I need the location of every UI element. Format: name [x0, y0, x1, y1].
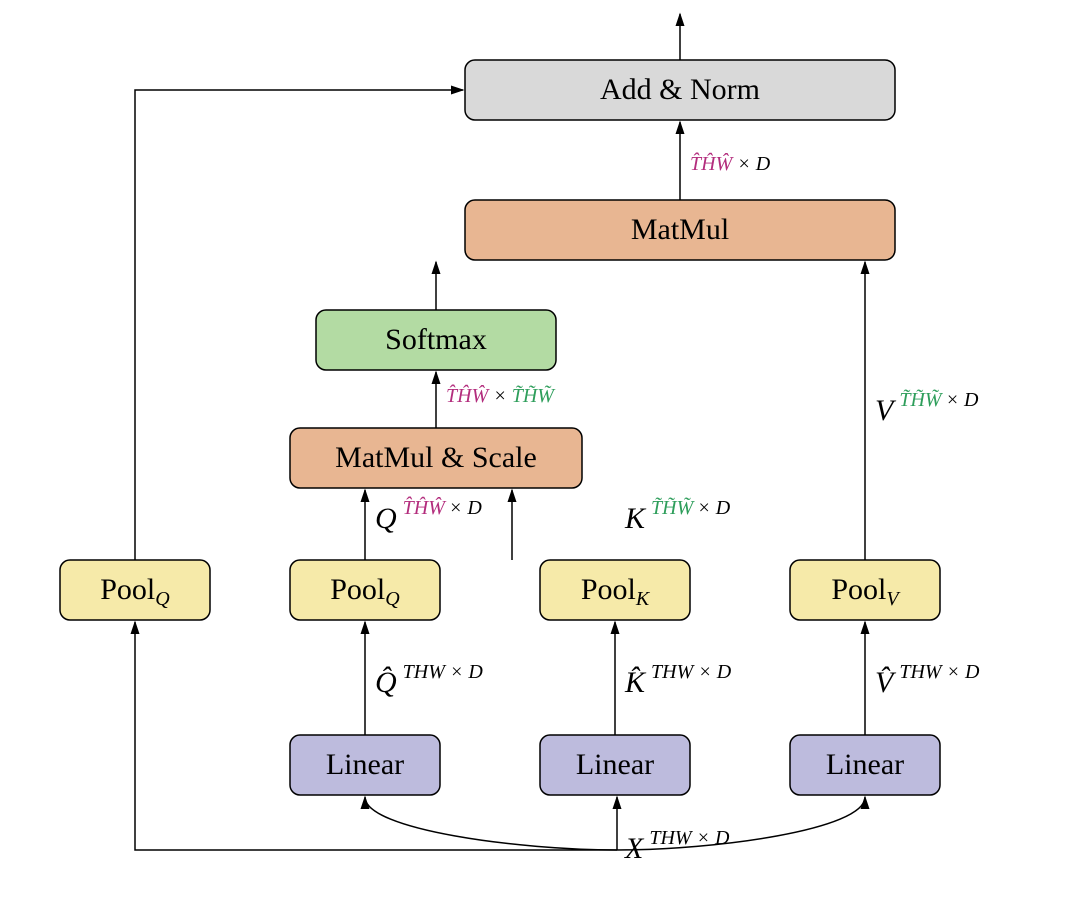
- node-poolK: PoolK: [540, 560, 690, 620]
- var-V: V T̃H̃W̃ × D: [875, 388, 979, 427]
- node-linV-label: Linear: [826, 748, 904, 781]
- attention-diagram: Add & Norm MatMul Softmax MatMul & Scale…: [0, 0, 1080, 898]
- label-out-shape: T̂ĤŴ × D: [690, 151, 771, 175]
- node-matmul-label: MatMul: [631, 213, 729, 246]
- node-linK-label: Linear: [576, 748, 654, 781]
- edge-x-to-linQ: [365, 797, 617, 850]
- node-linV: Linear: [790, 735, 940, 795]
- node-matscale: MatMul & Scale: [290, 428, 582, 488]
- node-softmax: Softmax: [316, 310, 556, 370]
- node-matscale-label: MatMul & Scale: [335, 441, 537, 474]
- var-K: K T̃H̃W̃ × D: [624, 496, 731, 535]
- var-Q: Q T̂ĤŴ × D: [375, 495, 482, 535]
- node-poolQ-residual: PoolQ: [60, 560, 210, 620]
- node-poolV: PoolV: [790, 560, 940, 620]
- node-matmul: MatMul: [465, 200, 895, 260]
- node-linQ: Linear: [290, 735, 440, 795]
- var-Qhat: Q̂ THW × D: [375, 661, 483, 699]
- node-addnorm-label: Add & Norm: [600, 73, 760, 106]
- var-Khat: K̂ THW × D: [624, 661, 732, 699]
- label-attn-shape: T̂ĤŴ × T̃H̃W̃: [446, 383, 556, 407]
- node-poolQ: PoolQ: [290, 560, 440, 620]
- var-Vhat: V̂ THW × D: [875, 661, 980, 699]
- node-softmax-label: Softmax: [385, 323, 487, 356]
- node-linQ-label: Linear: [326, 748, 404, 781]
- var-X: X THW × D: [624, 827, 730, 865]
- node-addnorm: Add & Norm: [465, 60, 895, 120]
- node-linK: Linear: [540, 735, 690, 795]
